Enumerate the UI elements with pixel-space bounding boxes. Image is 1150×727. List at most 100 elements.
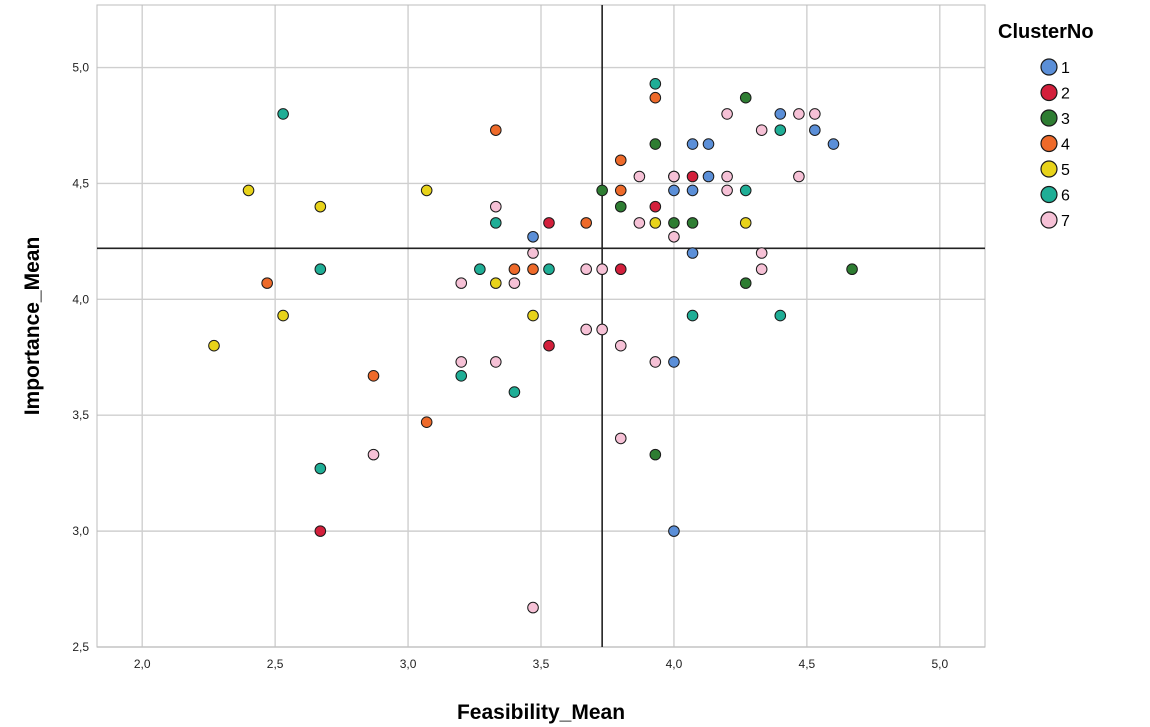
data-point-cluster-6 <box>686 309 699 322</box>
data-point-cluster-4 <box>420 416 433 428</box>
data-point-cluster-4 <box>580 217 592 229</box>
legend-label: 4 <box>1061 137 1070 154</box>
data-point-cluster-3 <box>668 217 680 229</box>
data-point-cluster-6 <box>474 263 486 276</box>
data-point-cluster-5 <box>314 200 327 213</box>
data-point-cluster-7 <box>596 323 608 336</box>
x-tick-label: 4,5 <box>799 657 816 671</box>
legend: ClusterNo 1 2 3 4 5 6 7 <box>998 21 1094 230</box>
data-point-cluster-3 <box>846 263 858 276</box>
legend-label: 3 <box>1061 111 1070 128</box>
legend-label: 7 <box>1061 213 1070 230</box>
grid <box>97 5 985 648</box>
x-tick-label: 3,0 <box>400 657 417 671</box>
plot-frame <box>96 4 986 648</box>
y-tick-label: 3,5 <box>72 408 89 422</box>
data-point-cluster-7 <box>580 263 592 276</box>
data-point-cluster-4 <box>508 263 521 276</box>
data-point-cluster-2 <box>686 170 699 183</box>
data-point-cluster-6 <box>774 309 787 322</box>
data-point-cluster-6 <box>490 217 502 229</box>
data-point-cluster-7 <box>793 170 805 183</box>
data-point-cluster-7 <box>809 108 821 120</box>
data-point-cluster-7 <box>490 200 502 213</box>
legend-label: 1 <box>1061 60 1070 77</box>
legend-item-5: 5 <box>1040 160 1070 179</box>
data-point-cluster-7 <box>633 170 646 183</box>
data-point-cluster-4 <box>490 124 502 136</box>
data-point-cluster-7 <box>668 230 680 243</box>
y-tick-label: 2,5 <box>72 640 89 654</box>
data-point-cluster-5 <box>490 277 502 289</box>
data-point-cluster-5 <box>208 339 220 352</box>
data-point-cluster-7 <box>596 263 608 276</box>
data-point-cluster-5 <box>739 217 752 229</box>
data-point-cluster-7 <box>721 184 733 197</box>
data-point-cluster-4 <box>367 370 380 382</box>
data-point-cluster-7 <box>721 108 733 120</box>
data-point-cluster-7 <box>490 356 502 368</box>
y-axis-title: Importance_Mean <box>21 237 44 416</box>
x-tick-labels: 2,0 2,5 3,0 3,5 4,0 4,5 5,0 <box>134 657 949 671</box>
data-point-cluster-1 <box>702 138 715 150</box>
data-point-cluster-1 <box>809 124 821 136</box>
data-point-cluster-7 <box>755 263 768 276</box>
legend-item-1: 1 <box>1040 58 1070 77</box>
data-point-cluster-1 <box>686 138 699 150</box>
legend-label: 6 <box>1061 188 1070 205</box>
x-tick-label: 3,5 <box>533 657 550 671</box>
legend-item-3: 3 <box>1040 109 1070 128</box>
legend-label: 5 <box>1061 162 1070 179</box>
legend-title: ClusterNo <box>998 21 1094 43</box>
data-point-cluster-6 <box>543 263 555 276</box>
data-point-cluster-7 <box>668 170 680 183</box>
data-point-cluster-6 <box>649 78 662 90</box>
data-point-cluster-6 <box>277 108 289 120</box>
data-point-cluster-1 <box>668 356 680 368</box>
data-point-cluster-1 <box>827 138 840 150</box>
data-point-cluster-2 <box>614 263 627 276</box>
data-point-cluster-3 <box>686 217 699 229</box>
data-point-cluster-1 <box>686 184 699 197</box>
data-point-cluster-2 <box>649 200 662 213</box>
data-point-cluster-4 <box>649 91 662 104</box>
x-tick-label: 5,0 <box>931 657 948 671</box>
data-point-cluster-6 <box>508 386 521 398</box>
y-tick-label: 5,0 <box>72 61 89 75</box>
data-point-cluster-6 <box>739 184 752 197</box>
legend-swatch <box>1040 109 1058 127</box>
y-tick-labels: 2,5 3,0 3,5 4,0 4,5 5,0 <box>72 61 89 654</box>
data-point-cluster-7 <box>614 432 627 445</box>
data-point-cluster-2 <box>543 217 555 229</box>
data-point-cluster-3 <box>739 277 752 289</box>
data-point-cluster-7 <box>527 601 539 614</box>
data-point-cluster-7 <box>455 277 468 289</box>
data-point-cluster-7 <box>755 124 768 136</box>
data-point-cluster-5 <box>649 217 662 229</box>
legend-item-4: 4 <box>1040 134 1070 154</box>
data-point-cluster-6 <box>314 462 327 475</box>
data-point-cluster-1 <box>668 525 680 537</box>
data-points <box>208 78 858 614</box>
data-point-cluster-5 <box>242 184 255 197</box>
data-point-cluster-1 <box>527 230 539 243</box>
data-point-cluster-1 <box>702 170 715 183</box>
data-point-cluster-7 <box>721 170 733 183</box>
legend-swatch <box>1040 83 1058 102</box>
legend-item-7: 7 <box>1040 211 1070 230</box>
x-tick-label: 2,5 <box>267 657 284 671</box>
data-point-cluster-5 <box>527 309 539 322</box>
data-point-cluster-7 <box>614 339 627 352</box>
y-tick-label: 4,0 <box>72 292 89 306</box>
legend-swatch <box>1040 134 1058 153</box>
x-tick-label: 2,0 <box>134 657 151 671</box>
y-tick-label: 4,5 <box>72 176 89 190</box>
data-point-cluster-7 <box>527 247 539 259</box>
data-point-cluster-1 <box>774 108 787 120</box>
data-point-cluster-3 <box>596 184 608 197</box>
legend-item-6: 6 <box>1040 185 1070 205</box>
legend-swatch <box>1040 211 1058 229</box>
data-point-cluster-7 <box>793 108 805 120</box>
data-point-cluster-4 <box>261 277 273 289</box>
